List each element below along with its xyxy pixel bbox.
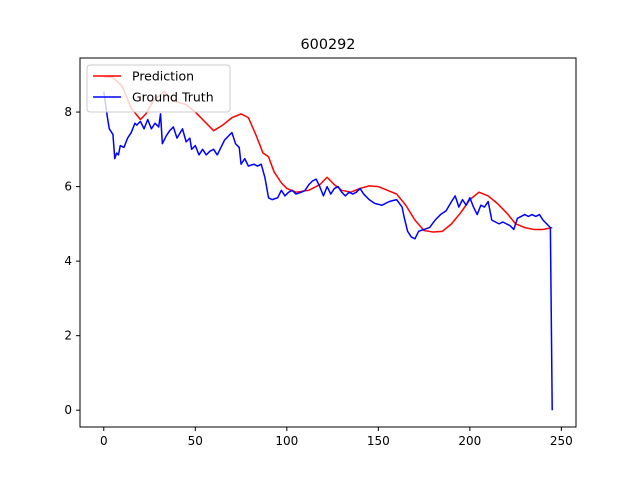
x-tick-label: 250 — [550, 434, 573, 448]
x-tick-label: 200 — [458, 434, 481, 448]
series-line-ground-truth — [103, 91, 553, 411]
plot-frame — [79, 57, 577, 428]
y-tick-label: 4 — [64, 254, 72, 268]
legend-box — [86, 64, 231, 113]
y-tick-label: 0 — [64, 403, 72, 417]
y-tick-label: 6 — [64, 180, 72, 194]
y-tick-label: 8 — [64, 105, 72, 119]
chart-title: 600292 — [301, 37, 356, 53]
legend: Prediction Ground Truth — [86, 64, 231, 113]
legend-label-ground-truth: Ground Truth — [132, 90, 214, 105]
x-tick-label: 50 — [188, 434, 203, 448]
x-tick-label: 0 — [100, 434, 108, 448]
legend-label-prediction: Prediction — [132, 69, 194, 84]
x-tick-label: 100 — [275, 434, 298, 448]
axis-ticks: 0 50 100 150 200 250 0 2 4 6 8 — [64, 105, 572, 448]
x-tick-label: 150 — [367, 434, 390, 448]
y-tick-label: 2 — [64, 329, 72, 343]
